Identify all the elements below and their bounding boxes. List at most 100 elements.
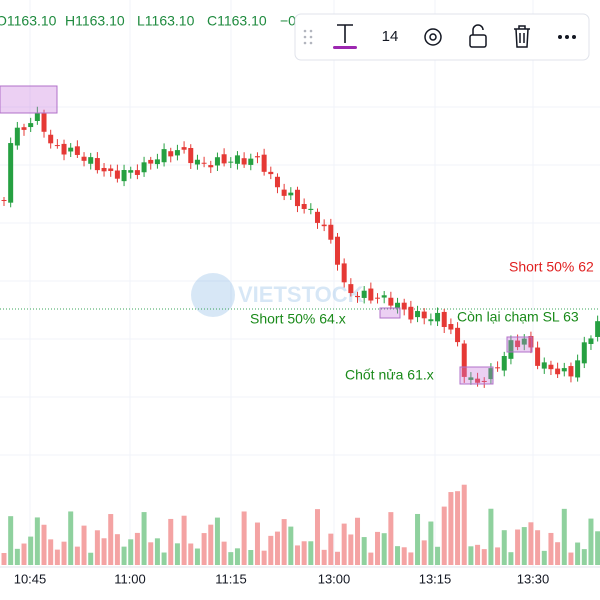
annotation[interactable]: Short 50% 62	[509, 259, 594, 275]
annotation[interactable]: Còn lại chạm SL 63	[457, 309, 579, 325]
drag-handle[interactable]	[303, 29, 313, 45]
candle-body	[254, 156, 260, 158]
ohlc-header: O1163.10 H1163.10 L1163.10 C1163.10 −0	[0, 13, 296, 29]
highlights	[0, 85, 533, 385]
candle-body	[41, 113, 47, 132]
ohlc-open: O1163.10	[0, 13, 57, 29]
candle-body	[94, 158, 100, 171]
delete-button[interactable]	[514, 25, 530, 48]
highlight-box	[379, 307, 401, 319]
candles	[1, 106, 600, 388]
volume-bar	[395, 546, 401, 565]
volume-bar	[321, 549, 327, 565]
candle-body	[588, 338, 594, 344]
volume-bar	[341, 523, 347, 565]
candle-body	[1, 200, 7, 201]
volume-bar	[361, 537, 367, 565]
candle-body	[74, 146, 80, 155]
font-size[interactable]: 14	[382, 28, 399, 45]
volume-bar	[74, 546, 80, 565]
candle-body	[368, 288, 374, 301]
candle-body	[301, 204, 307, 209]
candle-body	[435, 312, 441, 322]
candle-body	[381, 295, 387, 298]
volume-bar	[561, 508, 567, 565]
highlight-box	[506, 336, 533, 353]
volume-bar	[541, 550, 547, 565]
text-tool[interactable]	[333, 24, 357, 49]
candle-body	[108, 168, 114, 171]
candle-body	[555, 368, 561, 375]
candle-body	[274, 176, 280, 188]
volume-bar	[161, 552, 167, 565]
candle-body	[548, 364, 554, 370]
volume-bar	[221, 541, 227, 565]
volume-bar	[181, 515, 187, 565]
volume-bar	[481, 549, 487, 565]
candle-body	[341, 263, 347, 283]
highlight-box	[459, 366, 494, 385]
volume-bar	[174, 543, 180, 565]
volume-bar	[154, 538, 160, 565]
candle-body	[321, 224, 327, 227]
volume-bar	[81, 525, 87, 565]
volume-bar	[54, 549, 60, 565]
volume-bar	[401, 547, 407, 565]
candle-body	[141, 162, 147, 173]
annotation[interactable]: Chốt nửa 61.x	[345, 367, 434, 383]
volume-bar	[495, 547, 501, 565]
ohlc-change: −0	[280, 13, 296, 29]
toolbar: 14	[294, 13, 590, 61]
candle-body	[201, 162, 207, 164]
volume-bar	[568, 552, 574, 565]
annotation[interactable]: Short 50% 64.x	[250, 311, 346, 327]
settings-button[interactable]	[424, 28, 442, 46]
candle-body	[521, 338, 527, 345]
time-label: 10:45	[14, 571, 47, 586]
volume-bar	[61, 541, 67, 565]
candle-body	[448, 324, 454, 330]
volume-bar	[114, 534, 120, 565]
candle-body	[261, 154, 267, 172]
time-label: 13:30	[517, 571, 550, 586]
candle-body	[174, 150, 180, 156]
candle-body	[208, 165, 214, 168]
volume-bar	[141, 512, 147, 565]
candle-body	[308, 208, 314, 210]
volume-bar	[448, 492, 454, 565]
candle-body	[441, 311, 447, 327]
candle-body	[475, 378, 481, 383]
volume-bar	[41, 524, 47, 565]
candle-body	[234, 155, 240, 164]
volume-bar	[455, 491, 461, 565]
candle-body	[8, 143, 14, 203]
more-button[interactable]	[558, 35, 576, 39]
candle-body	[408, 306, 414, 320]
volume-bar	[548, 532, 554, 565]
candle-body	[28, 123, 34, 128]
candle-body	[194, 159, 200, 165]
toolbar-panel	[294, 13, 590, 61]
candle-body	[568, 366, 574, 377]
candle-body	[461, 343, 467, 377]
candle-body	[501, 356, 507, 371]
ohlc-high: H1163.10	[65, 13, 125, 29]
volume-bar	[274, 531, 280, 565]
volume-bar	[21, 543, 27, 565]
candle-body	[101, 167, 107, 172]
candle-body	[541, 362, 547, 369]
time-label: 13:00	[318, 571, 351, 586]
volume-bar	[581, 549, 587, 565]
candle-body	[314, 211, 320, 223]
volume-bar	[595, 531, 600, 565]
volume-bar	[468, 546, 474, 565]
volume-bar	[94, 530, 100, 565]
candle-body	[128, 170, 134, 173]
time-label: 11:15	[215, 571, 247, 586]
volume-bar	[8, 516, 14, 565]
candle-body	[528, 336, 534, 348]
candle-body	[88, 157, 94, 164]
volume-bar	[214, 517, 220, 565]
lock-button[interactable]	[469, 24, 487, 48]
